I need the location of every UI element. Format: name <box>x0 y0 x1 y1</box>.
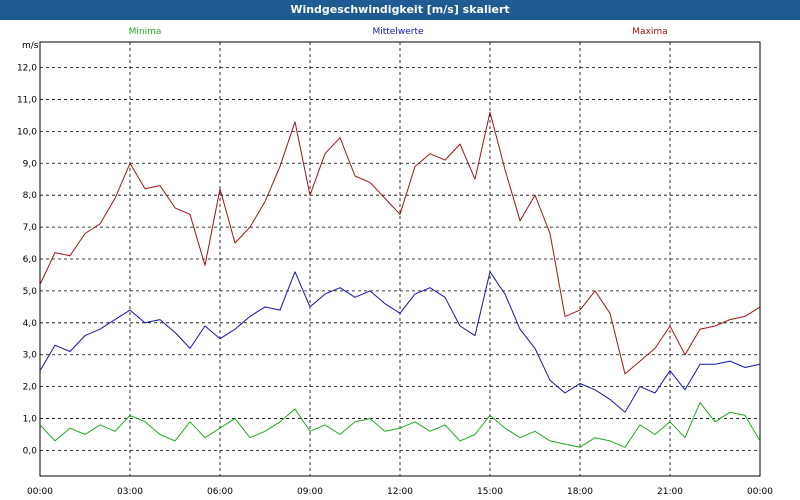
legend-entry-maxima: Maxima <box>632 27 667 37</box>
x-tick-time: 15:00 <box>477 487 503 497</box>
series-line-maxima <box>39 111 761 375</box>
y-tick-label: 10,0 <box>17 127 37 137</box>
y-axis: 0,0 1,0 2,0 3,0 4,0 5,0 6,0 7,0 8,0 9,0 10,0 11,0 12… <box>17 64 37 457</box>
x-tick-time: 18:00 <box>567 487 593 497</box>
x-tick-time: 00:00 <box>747 487 773 497</box>
x-tick-time: 12:00 <box>387 487 413 497</box>
y-tick-label: 8,0 <box>23 191 38 201</box>
series-line-mittelwerte <box>39 271 761 413</box>
y-tick-label: 7,0 <box>23 223 38 233</box>
grid <box>40 42 760 476</box>
x-tick-time: 03:00 <box>117 487 143 497</box>
x-tick-time: 00:00 <box>27 487 53 497</box>
legend-entry-mittelwerte: Mittelwerte <box>372 27 423 37</box>
y-tick-label: 0,0 <box>23 446 38 456</box>
y-tick-label: 1,0 <box>23 415 38 425</box>
legend-entry-minima: Minima <box>129 27 162 37</box>
y-tick-label: 3,0 <box>23 351 38 361</box>
series-line-minima <box>39 402 761 448</box>
legend: Minima Mittelwerte Maxima <box>129 27 668 37</box>
y-axis-label: m/s <box>22 41 39 51</box>
x-tick-time: 09:00 <box>297 487 323 497</box>
y-tick-label: 9,0 <box>23 159 38 169</box>
series-lines <box>39 111 761 448</box>
x-tick-time: 21:00 <box>657 487 683 497</box>
y-tick-label: 4,0 <box>23 319 38 329</box>
y-tick-label: 2,0 <box>23 383 38 393</box>
y-tick-label: 12,0 <box>17 64 37 74</box>
x-tick-time: 06:00 <box>207 487 233 497</box>
plot-frame <box>39 41 761 477</box>
y-tick-label: 5,0 <box>23 287 38 297</box>
chart-canvas: m/s 0,0 1,0 2,0 3,0 4,0 5,0 6,0 7,0 8,0 9,0 10,0 11… <box>17 27 773 497</box>
chart-title: Windgeschwindigkeit [m/s] skaliert <box>0 0 800 20</box>
y-tick-label: 11,0 <box>17 95 37 105</box>
x-axis: 00:0026.04.1803:0026.04.1806:0026.04.180… <box>27 487 773 497</box>
y-tick-label: 6,0 <box>23 255 38 265</box>
